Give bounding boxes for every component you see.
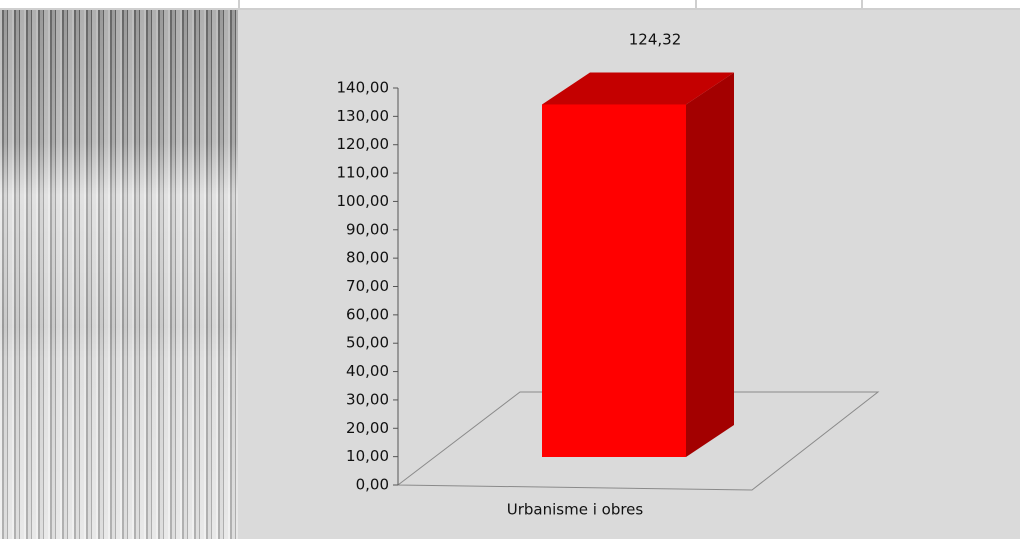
floor-plane [396,391,880,491]
bar-side [686,72,734,458]
y-tick-label: 80,00 [346,249,389,267]
y-tick-label: 20,00 [346,419,389,437]
chart: 0,00 10,00 20,00 30,00 40,00 50,00 60,00 70,00 8… [238,10,1020,539]
y-tick-label: 130,00 [337,107,390,125]
y-tick-label: 10,00 [346,447,389,465]
y-tick-label: 120,00 [337,135,390,153]
y-tick-label: 140,00 [337,79,390,97]
value-label: 124,32 [629,31,682,49]
y-tick-label: 50,00 [346,334,389,352]
y-tick-label: 0,00 [356,476,389,494]
y-tick-label: 110,00 [337,164,390,182]
column-separator [695,0,697,8]
table-header-strip [0,0,1020,10]
y-tick-label: 70,00 [346,277,389,295]
y-tick-label: 60,00 [346,305,389,323]
y-tick-label: 100,00 [337,192,390,210]
column-separator [861,0,863,8]
y-tick-label: 30,00 [346,390,389,408]
bar-top [542,72,734,105]
y-tick-label: 40,00 [346,362,389,380]
y-tick-label: 90,00 [346,220,389,238]
paper-stack-image [0,10,238,539]
bar [542,104,686,458]
column-separator [238,0,240,8]
x-tick-label: Urbanisme i obres [507,501,644,519]
